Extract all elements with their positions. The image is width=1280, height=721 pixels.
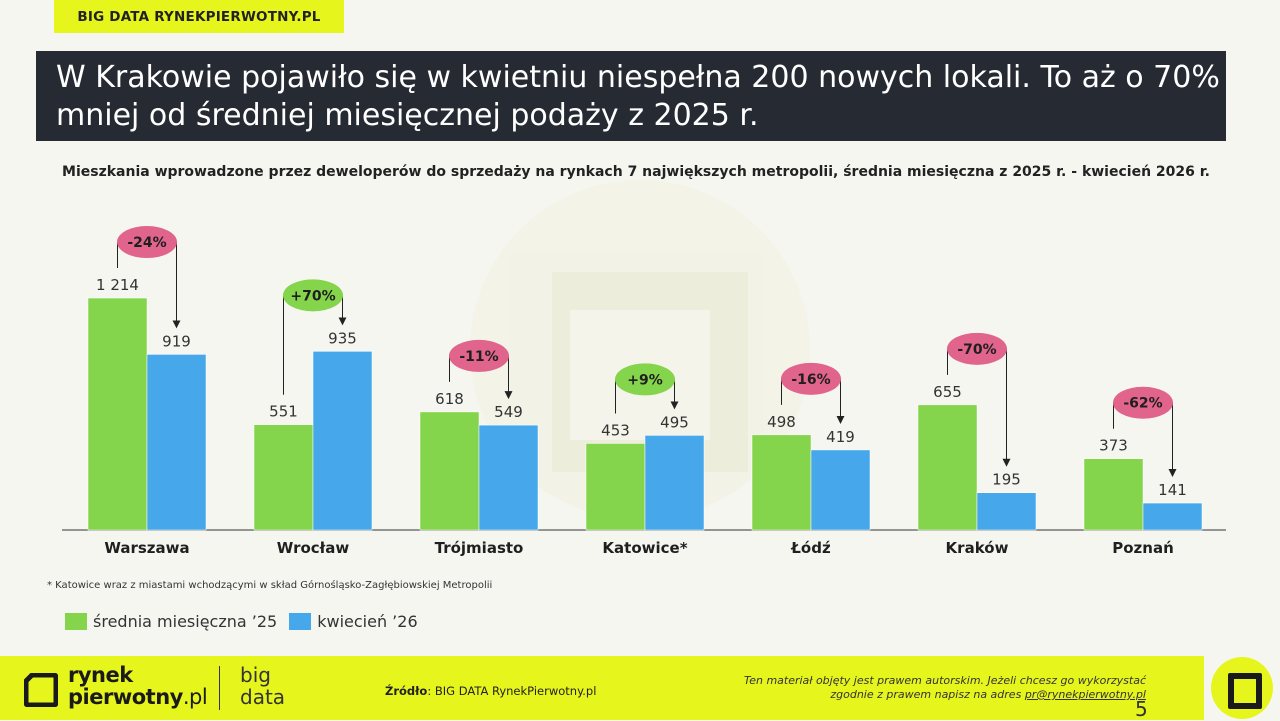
legend-label-2025: średnia miesięczna ’25 (93, 612, 278, 631)
data-label-avg2025-cat-2: 618 (435, 390, 464, 408)
bigdata-logo: big data (240, 664, 285, 708)
bar-apr2026-cat-4 (810, 449, 871, 531)
bigdata-line1: big (240, 663, 271, 687)
change-label-cat-1: +70% (290, 288, 335, 304)
corner-logo-icon (1211, 657, 1273, 719)
data-label-avg2025-cat-3: 453 (601, 421, 630, 439)
copyright-email-link[interactable]: pr@rynekpierwotny.pl (1024, 688, 1146, 701)
data-label-apr2026-cat-4: 419 (826, 428, 855, 446)
headline-title: W Krakowie pojawiło się w kwietniu niesp… (56, 60, 1220, 133)
legend-swatch-green (65, 613, 87, 630)
change-label-cat-6: -62% (1123, 396, 1162, 412)
bar-apr2026-cat-6 (1142, 502, 1203, 531)
data-label-avg2025-cat-1: 551 (269, 403, 298, 421)
bar-chart: 1 214 919 Warszawa -24% 551 935 Wrocław +70% 618… (62, 180, 1226, 557)
bar-avg2025-cat-4 (751, 434, 812, 531)
data-label-apr2026-cat-0: 919 (162, 332, 191, 350)
legend: średnia miesięczna ’25 kwiecień ’26 (65, 612, 430, 631)
footer-bar: rynek pierwotny.pl big data Źródło: BIG … (0, 656, 1204, 720)
x-tick-label-cat-5: Kraków (946, 539, 1009, 557)
corner-logo-square-icon (1228, 673, 1262, 709)
data-label-avg2025-cat-0: 1 214 (96, 276, 139, 294)
copyright-line2: zgodnie z prawem napisz na adres (830, 688, 1025, 701)
page-number: 5 (1135, 697, 1148, 721)
legend-swatch-blue (289, 613, 312, 630)
source-value: : BIG DATA RynekPierwotny.pl (427, 684, 597, 698)
bar-avg2025-cat-3 (585, 443, 646, 531)
logo-line2: pierwotny (68, 685, 183, 709)
data-label-apr2026-cat-1: 935 (328, 329, 357, 347)
watermark-logo (470, 180, 810, 520)
change-label-cat-5: -70% (957, 342, 996, 358)
source-label: Źródło (385, 684, 428, 698)
x-tick-label-cat-1: Wrocław (277, 539, 350, 557)
chart-title: Mieszkania wprowadzone przez deweloperów… (62, 164, 1210, 180)
change-label-cat-2: -11% (459, 349, 498, 365)
data-label-apr2026-cat-6: 141 (1158, 481, 1187, 499)
bigdata-line2: data (240, 685, 286, 709)
change-badge-cat-3 (615, 363, 675, 396)
change-label-cat-4: -16% (791, 372, 830, 388)
data-label-apr2026-cat-3: 495 (660, 413, 689, 431)
logo-line1: rynek (68, 663, 133, 687)
top-tag: BIG DATA RYNEKPIERWOTNY.PL (54, 0, 344, 33)
change-badge-cat-1 (283, 279, 343, 312)
data-label-apr2026-cat-2: 549 (494, 403, 523, 421)
legend-label-2026: kwiecień ’26 (317, 612, 418, 631)
change-badge-cat-0 (117, 226, 177, 259)
x-tick-label-cat-2: Trójmiasto (435, 539, 524, 557)
legend-item-2026: kwiecień ’26 (289, 612, 418, 631)
rynekpierwotny-logo-icon (24, 673, 58, 707)
legend-item-2025: średnia miesięczna ’25 (65, 612, 277, 631)
bar-avg2025-cat-1 (253, 424, 314, 531)
bar-apr2026-cat-2 (478, 424, 539, 531)
change-label-cat-3: +9% (627, 372, 663, 388)
x-tick-label-cat-0: Warszawa (104, 539, 189, 557)
bar-apr2026-cat-1 (312, 351, 373, 531)
bar-apr2026-cat-5 (976, 492, 1037, 531)
x-tick-label-cat-3: Katowice* (602, 539, 687, 557)
rynekpierwotny-logo-text: rynek pierwotny.pl (68, 663, 208, 709)
x-tick-label-cat-4: Łódź (790, 539, 831, 557)
source-text: Źródło: BIG DATA RynekPierwotny.pl (385, 684, 596, 698)
change-badge-cat-5 (947, 332, 1007, 365)
data-label-apr2026-cat-5: 195 (992, 471, 1021, 489)
change-badge-cat-6 (1113, 386, 1173, 419)
data-label-avg2025-cat-5: 655 (933, 383, 962, 401)
change-badge-cat-2 (449, 339, 509, 372)
footnote: * Katowice wraz z miastami wchodzącymi w… (47, 580, 493, 591)
change-label-cat-0: -24% (127, 235, 166, 251)
bar-apr2026-cat-0 (146, 354, 207, 531)
copyright-note: Ten materiał objęty jest prawem autorski… (676, 674, 1146, 702)
bar-avg2025-cat-0 (87, 297, 148, 531)
change-badge-cat-4 (781, 362, 841, 395)
data-label-avg2025-cat-4: 498 (767, 413, 796, 431)
bar-apr2026-cat-3 (644, 435, 705, 531)
bar-avg2025-cat-5 (917, 404, 978, 531)
bar-avg2025-cat-6 (1083, 458, 1144, 531)
headline-banner: W Krakowie pojawiło się w kwietniu niesp… (36, 51, 1226, 141)
logo-separator (219, 666, 220, 710)
bar-avg2025-cat-2 (419, 411, 480, 531)
data-label-avg2025-cat-6: 373 (1099, 437, 1128, 455)
x-tick-label-cat-6: Poznań (1112, 539, 1174, 557)
logo-line2-tld: .pl (182, 685, 208, 709)
copyright-line1: Ten materiał objęty jest prawem autorski… (743, 674, 1146, 687)
